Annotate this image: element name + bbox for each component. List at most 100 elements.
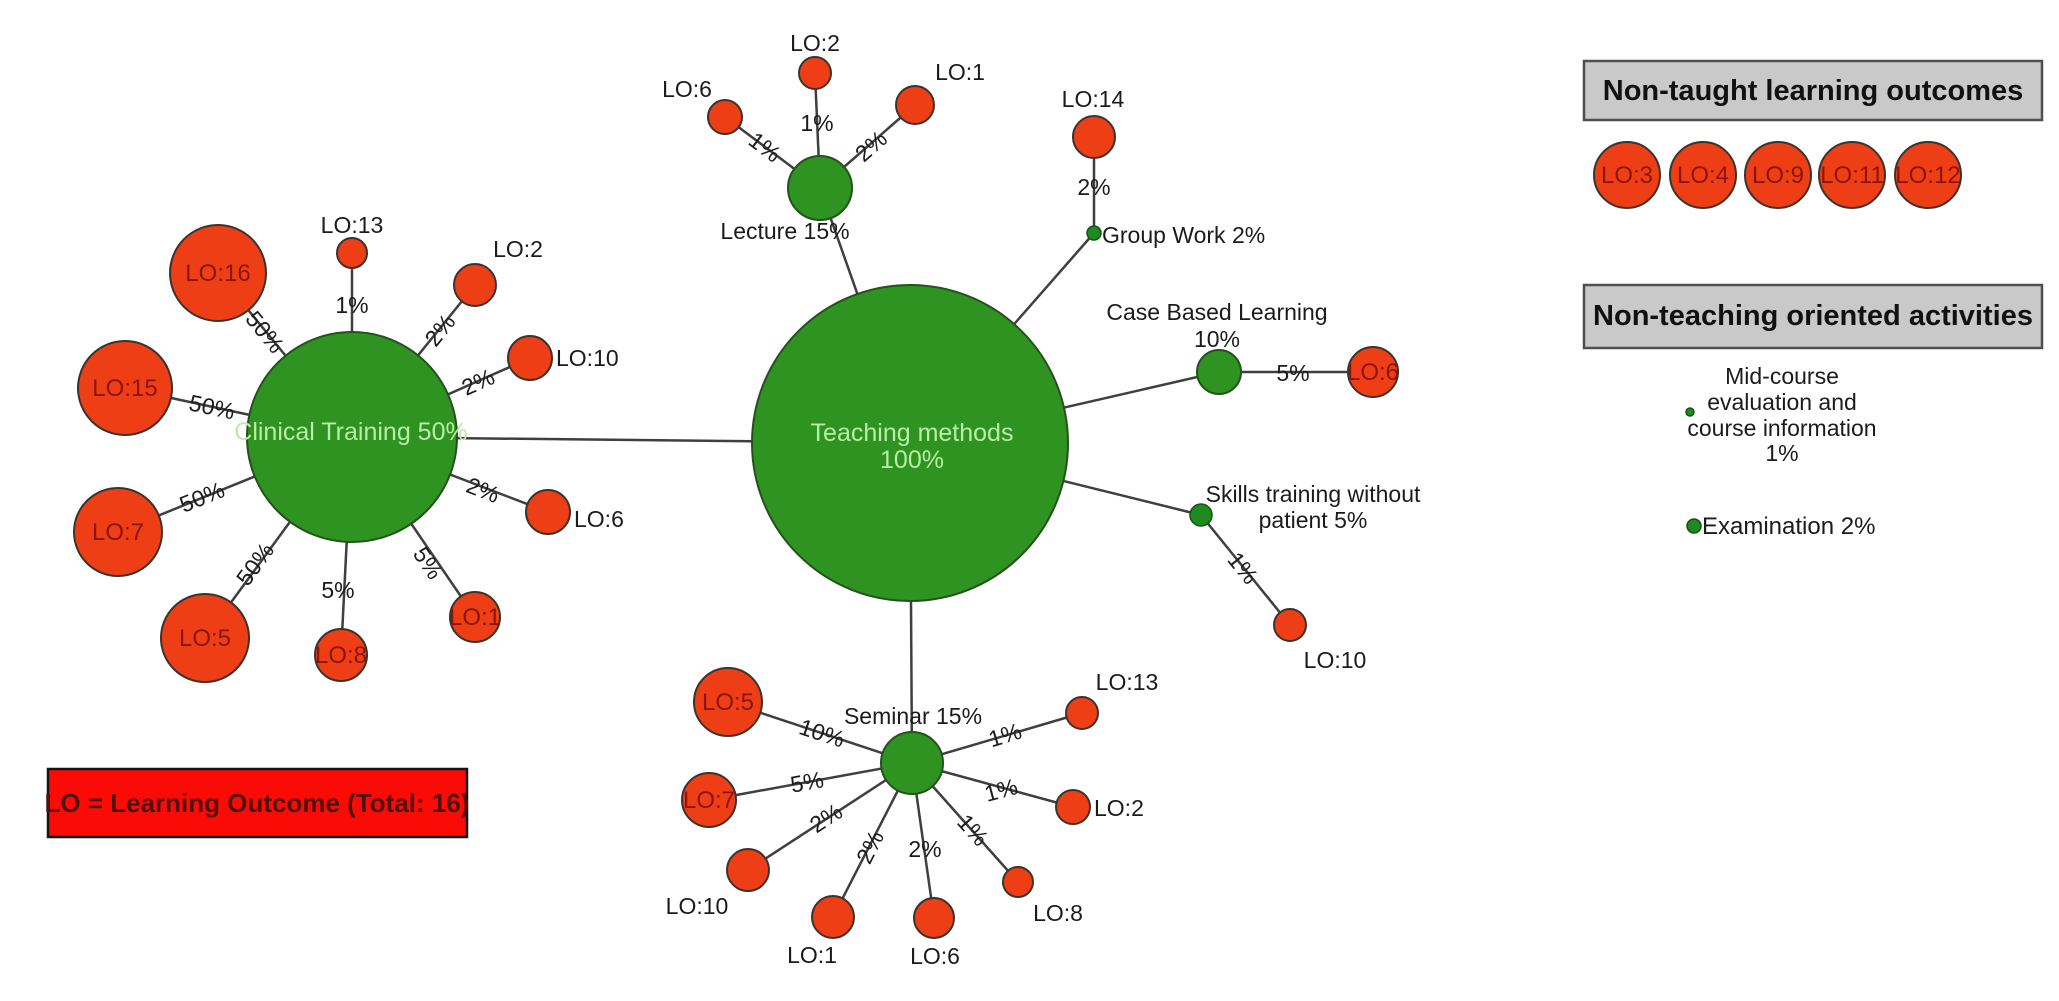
node-seminar-lo10 (726, 848, 770, 892)
seminar-lo13-name: LO:13 (1096, 669, 1159, 695)
node-clinical-lo16 (169, 224, 267, 322)
node-nontaught-lo9 (1744, 141, 1812, 209)
node-clinical-lo6 (525, 489, 571, 535)
case-based-pct: 10% (1194, 326, 1240, 352)
groupwork-lo14-name: LO:14 (1062, 86, 1125, 112)
teaching-methods-label: Teaching methods (811, 419, 1014, 447)
seminar-lo2-pct: 1% (982, 773, 1021, 807)
clinical-lo8-name: LO:8 (315, 642, 367, 669)
clinical-lo5-name: LO:5 (179, 625, 231, 652)
legend-box (46, 767, 469, 839)
casebased-lo6-name: LO:6 (1347, 359, 1399, 386)
lecture-lo6-name: LO:6 (662, 76, 712, 102)
examination-label: Examination 2% (1702, 513, 1875, 540)
node-clinical-lo10 (507, 335, 553, 381)
node-lecture-lo1 (895, 85, 935, 125)
non-taught-header-title: Non-taught learning outcomes (1603, 75, 2024, 107)
nontaught-lo11-name: LO:11 (1820, 162, 1884, 189)
node-mid-course (1685, 407, 1695, 417)
seminar-lo10-name: LO:10 (666, 893, 729, 919)
node-clinical-lo1 (449, 591, 501, 643)
mid-course-line1: Mid-course (1725, 363, 1839, 389)
node-groupwork-lo14 (1072, 115, 1116, 159)
node-seminar-lo6 (913, 897, 955, 939)
node-clinical-training (246, 331, 458, 543)
lecture-lo2-name: LO:2 (790, 30, 840, 56)
skills-lo10-name: LO:10 (1304, 647, 1367, 673)
clinical-lo8-pct: 5% (321, 577, 354, 603)
node-teaching-methods (751, 284, 1069, 602)
node-lecture-lo2 (798, 56, 832, 90)
node-clinical-lo15 (77, 340, 173, 436)
clinical-lo1-name: LO:1 (449, 604, 501, 631)
node-seminar-lo7 (681, 772, 737, 828)
clinical-lo15-pct: 50% (187, 389, 237, 424)
node-nontaught-lo11 (1818, 141, 1886, 209)
clinical-lo10-name: LO:10 (556, 345, 619, 371)
mid-course-line3: course information (1687, 415, 1876, 441)
node-clinical-lo2 (453, 263, 497, 307)
clinical-lo15-name: LO:15 (92, 375, 157, 402)
lecture-lo6-pct: 1% (744, 127, 786, 168)
seminar-lo1-pct: 2% (851, 826, 889, 867)
edge-skills-lo10 (1200, 514, 1291, 626)
seminar-lo5-pct: 10% (796, 714, 848, 753)
groupwork-lo14-pct: 2% (1077, 174, 1110, 200)
node-nontaught-lo3 (1593, 141, 1661, 209)
clinical-lo13-name: LO:13 (321, 212, 384, 238)
node-skills-lo10 (1273, 608, 1307, 642)
node-nontaught-lo12 (1894, 141, 1962, 209)
non-teaching-header-box (1582, 283, 2044, 350)
seminar-lo2-name: LO:2 (1094, 795, 1144, 821)
nontaught-lo4-name: LO:4 (1677, 162, 1729, 189)
node-group-work (1086, 225, 1102, 241)
node-seminar-lo13 (1065, 696, 1099, 730)
seminar-lo6-name: LO:6 (910, 943, 960, 969)
node-skills-training (1189, 503, 1213, 527)
clinical-training-label: Clinical Training 50% (234, 418, 467, 446)
legend-text: LO = Learning Outcome (Total: 16) (45, 788, 470, 818)
seminar-lo8-name: LO:8 (1033, 900, 1083, 926)
seminar-lo6-pct: 2% (908, 836, 941, 862)
casebased-lo6-pct: 5% (1276, 360, 1309, 386)
clinical-lo6-name: LO:6 (574, 506, 624, 532)
seminar-lo5-name: LO:5 (702, 689, 754, 716)
case-based-title: Case Based Learning (1106, 299, 1327, 325)
lecture-label: Lecture 15% (720, 218, 849, 244)
node-examination (1686, 518, 1702, 534)
node-clinical-lo8 (314, 628, 368, 682)
node-clinical-lo5 (160, 593, 250, 683)
node-seminar-lo1 (811, 895, 855, 939)
node-clinical-lo7 (73, 487, 163, 577)
seminar-lo7-name: LO:7 (683, 787, 735, 814)
node-seminar (880, 731, 944, 795)
nontaught-lo9-name: LO:9 (1752, 162, 1804, 189)
clinical-lo6-pct: 2% (463, 472, 503, 508)
non-taught-header-box (1582, 59, 2044, 122)
node-seminar-lo8 (1002, 866, 1034, 898)
mid-course-pct: 1% (1765, 440, 1798, 466)
seminar-lo7-pct: 5% (788, 766, 825, 797)
clinical-lo7-pct: 50% (176, 476, 228, 517)
node-casebased-lo6 (1347, 346, 1399, 398)
skills-title-line2: patient 5% (1259, 507, 1368, 533)
node-lecture (787, 155, 853, 221)
clinical-lo16-name: LO:16 (185, 260, 250, 287)
seminar-label: Seminar 15% (844, 703, 982, 729)
edge-seminar-lo10 (747, 761, 913, 872)
seminar-lo1-name: LO:1 (787, 942, 837, 968)
clinical-lo7-name: LO:7 (92, 519, 144, 546)
lecture-lo1-name: LO:1 (935, 59, 985, 85)
teaching-methods-pct: 100% (880, 446, 944, 474)
nontaught-lo3-name: LO:3 (1601, 162, 1653, 189)
clinical-lo13-pct: 1% (335, 292, 368, 318)
node-lecture-lo6 (707, 99, 743, 135)
mid-course-line2: evaluation and (1707, 389, 1857, 415)
non-teaching-header-title: Non-teaching oriented activities (1593, 300, 2033, 332)
group-work-label: Group Work 2% (1102, 222, 1265, 248)
seminar-lo13-pct: 1% (985, 718, 1024, 753)
skills-title-line1: Skills training without (1206, 481, 1421, 507)
node-seminar-lo5 (693, 667, 763, 737)
